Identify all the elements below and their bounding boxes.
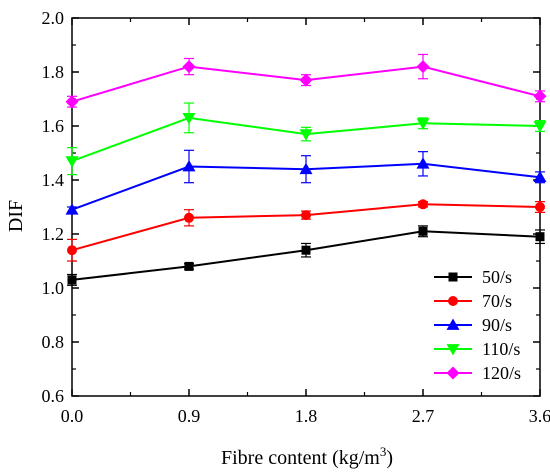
data-point <box>184 212 194 223</box>
data-point <box>535 232 545 242</box>
y-tick-label: 1.4 <box>42 170 65 190</box>
data-point <box>533 170 547 183</box>
data-point <box>67 245 77 256</box>
legend-marker <box>446 366 460 380</box>
y-tick-label: 1.6 <box>42 116 65 136</box>
series-110-per-s <box>65 102 547 176</box>
legend-label: 120/s <box>482 363 521 383</box>
data-point <box>65 95 79 109</box>
y-tick-label: 2.0 <box>42 8 65 28</box>
legend-item: 90/s <box>434 315 512 335</box>
x-tick-label: 0.0 <box>61 406 84 426</box>
data-point <box>301 245 311 255</box>
x-tick-label: 3.6 <box>529 406 550 426</box>
data-point <box>184 261 194 271</box>
data-point <box>65 203 79 215</box>
series-120-per-s <box>65 53 547 109</box>
legend-label: 70/s <box>482 291 512 311</box>
x-tick-label: 1.8 <box>295 406 318 426</box>
x-tick-label: 2.7 <box>412 406 435 426</box>
data-point <box>301 210 311 221</box>
data-point <box>67 275 77 285</box>
legend-marker <box>448 272 458 282</box>
data-point <box>533 121 547 133</box>
y-tick-label: 0.8 <box>42 332 65 352</box>
axes: 0.6 0.8 1.0 1.2 1.4 1.6 1.8 2.0 0.0 0.9 1.8 2.7 3.6 <box>42 8 550 426</box>
y-axis-label: DIF <box>5 200 27 232</box>
y-tick-label: 0.6 <box>42 386 65 406</box>
legend-marker <box>448 296 458 306</box>
data-point <box>416 118 430 130</box>
legend-item: 120/s <box>434 363 521 383</box>
legend-item: 70/s <box>434 291 512 311</box>
legend-item: 50/s <box>434 267 512 287</box>
legend-item: 110/s <box>434 339 520 359</box>
series-90-per-s <box>65 149 547 215</box>
data-point <box>418 226 428 236</box>
series-50-per-s <box>67 225 545 286</box>
legend-marker <box>446 344 460 356</box>
y-tick-label: 1.8 <box>42 62 65 82</box>
data-point <box>535 202 545 212</box>
data-point <box>299 162 313 175</box>
legend-label: 110/s <box>482 339 520 359</box>
data-point <box>299 73 313 87</box>
data-point <box>533 89 547 103</box>
y-tick-label: 1.2 <box>42 224 65 244</box>
data-point <box>416 157 430 169</box>
legend: 50/s 70/s 90/s 110/s 120/s <box>434 267 521 383</box>
series-70-per-s <box>67 199 545 262</box>
data-point <box>418 199 428 210</box>
data-point <box>182 113 196 125</box>
legend-label: 50/s <box>482 267 512 287</box>
series-layer <box>65 53 547 286</box>
data-point <box>65 156 79 168</box>
data-point <box>182 160 196 172</box>
data-point <box>182 60 196 74</box>
x-axis-label: Fibre content (kg/m3) <box>221 444 393 469</box>
x-tick-label: 0.9 <box>178 406 201 426</box>
data-point <box>416 60 430 74</box>
data-point <box>299 129 313 141</box>
legend-marker <box>446 318 460 330</box>
legend-label: 90/s <box>482 315 512 335</box>
y-tick-label: 1.0 <box>42 278 65 298</box>
